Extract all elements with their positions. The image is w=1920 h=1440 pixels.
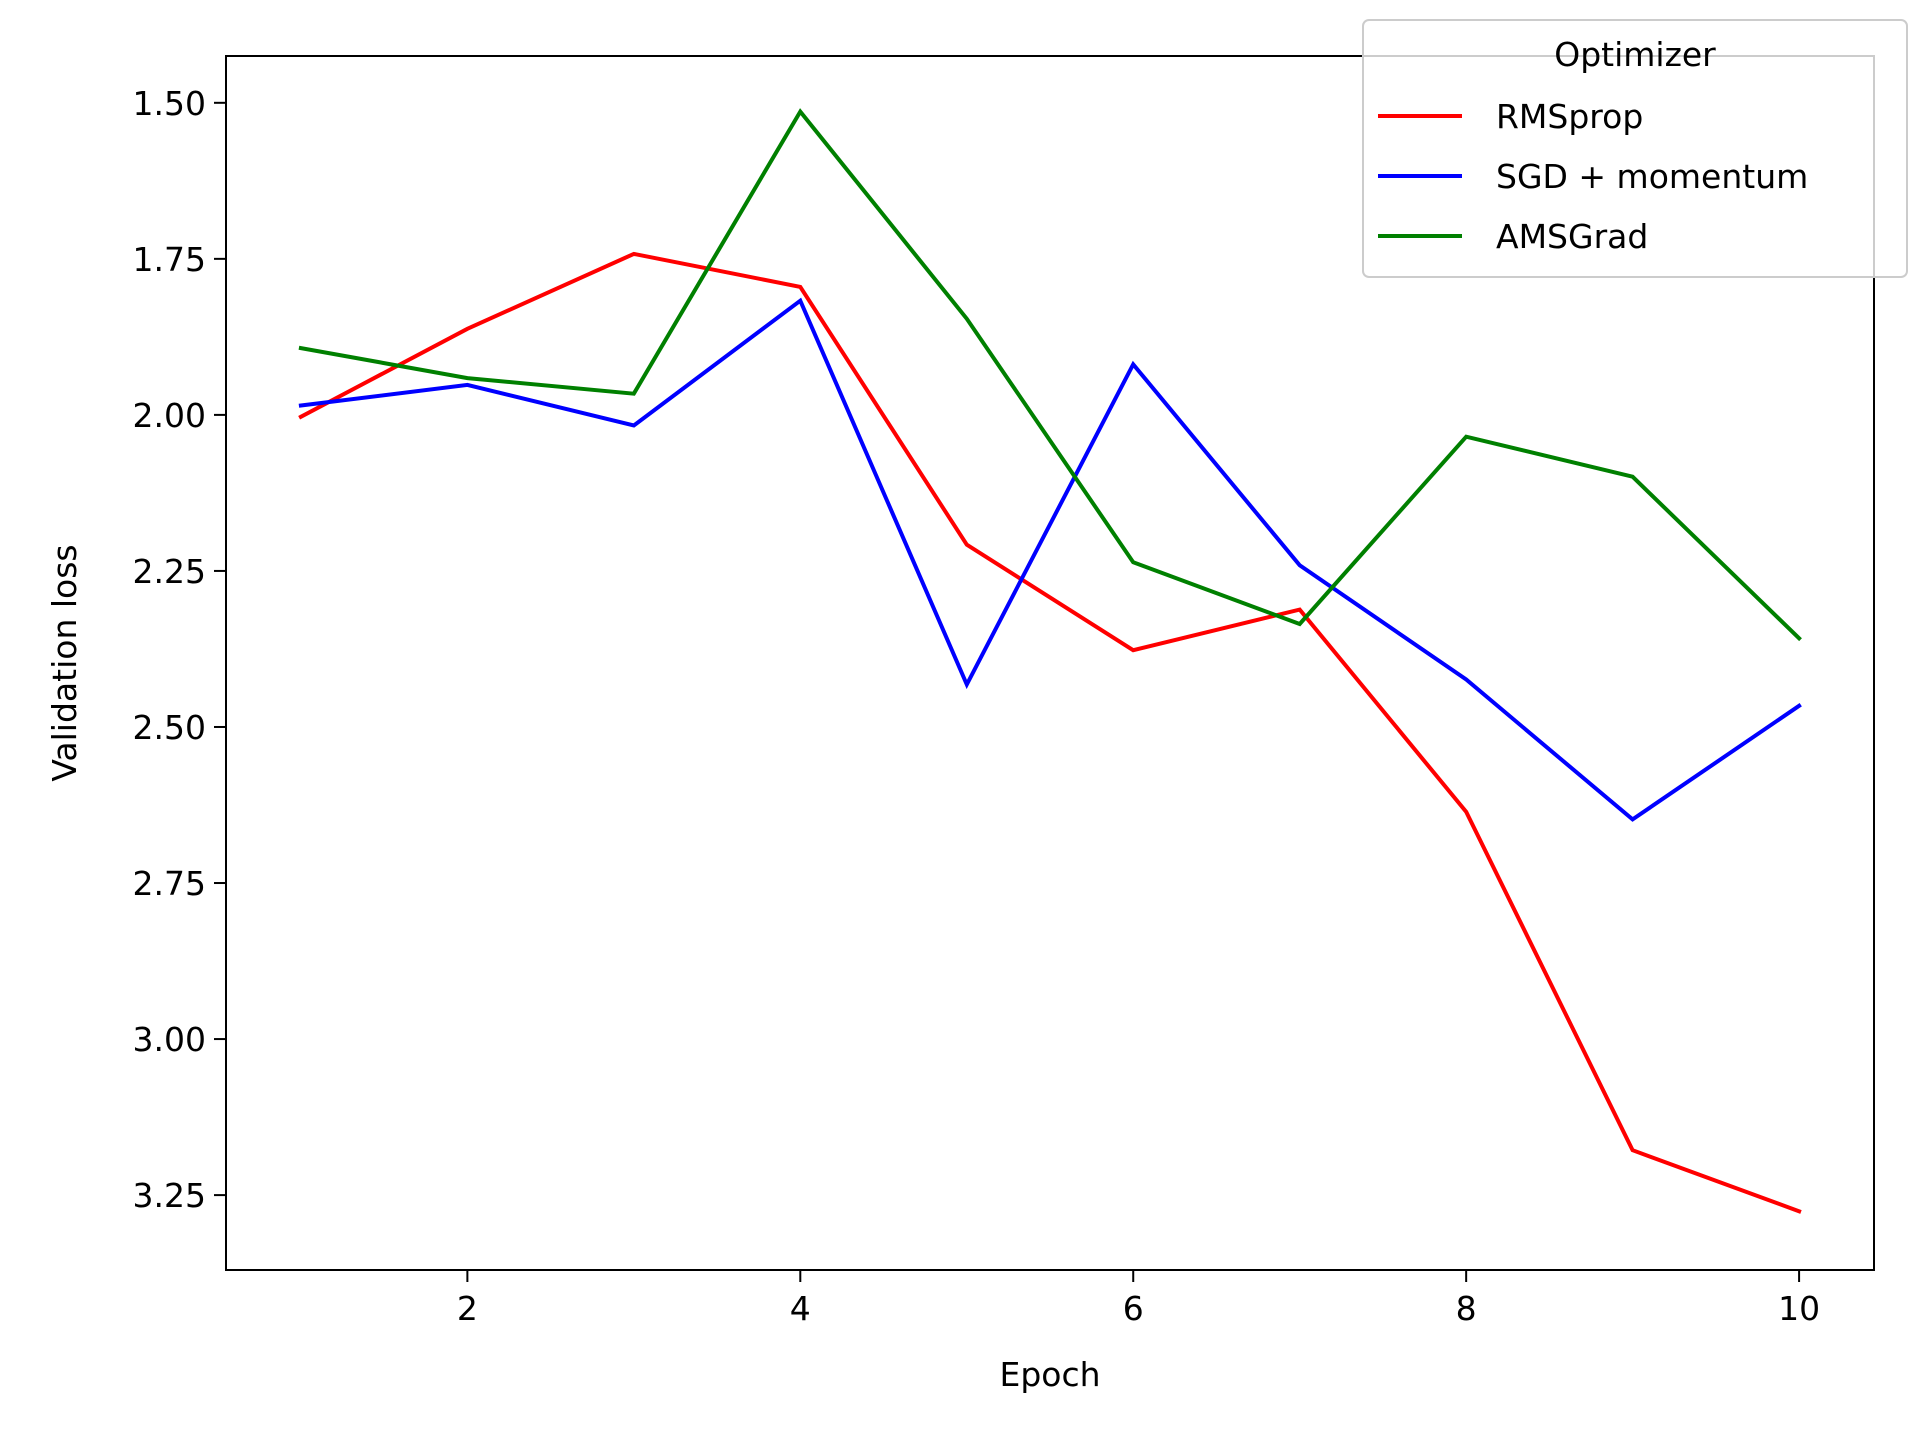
legend: Optimizer RMSprop SGD + momentum AMSGrad: [1362, 19, 1908, 278]
x-axis-ticks: 2 4 6 8 10: [457, 1270, 1820, 1328]
y-tick-label: 3.25: [133, 1176, 206, 1215]
x-tick-label: 2: [457, 1289, 478, 1328]
y-tick-label: 1.75: [133, 240, 206, 279]
plot-frame: [225, 55, 1875, 1271]
y-axis-label: Validation loss: [45, 544, 84, 781]
legend-label-2: AMSGrad: [1496, 217, 1648, 256]
x-tick-label: 10: [1778, 1289, 1820, 1328]
series-line-0: [298, 251, 1802, 1214]
series-line-2: [298, 108, 1802, 642]
y-tick-label: 3.00: [133, 1020, 206, 1059]
y-tick-label: 2.75: [133, 864, 206, 903]
y-tick-label: 2.50: [133, 708, 206, 747]
x-tick-label: 8: [1456, 1289, 1477, 1328]
y-tick-label: 2.00: [133, 396, 206, 435]
series-line-1: [298, 297, 1802, 822]
x-tick-label: 6: [1123, 1289, 1144, 1328]
x-axis-label: Epoch: [999, 1355, 1100, 1394]
legend-items: RMSprop SGD + momentum AMSGrad: [1378, 97, 1808, 256]
series-layer: [298, 108, 1802, 1214]
y-tick-label: 1.50: [133, 84, 206, 123]
legend-title: Optimizer: [1554, 35, 1716, 74]
legend-label-1: SGD + momentum: [1496, 157, 1808, 196]
legend-box: [1362, 19, 1908, 278]
y-axis-ticks: 1.50 1.75 2.00 2.25 2.50 2.75 3.00 3.25: [133, 84, 226, 1215]
x-tick-label: 4: [790, 1289, 811, 1328]
legend-label-0: RMSprop: [1496, 97, 1643, 136]
y-tick-label: 2.25: [133, 552, 206, 591]
